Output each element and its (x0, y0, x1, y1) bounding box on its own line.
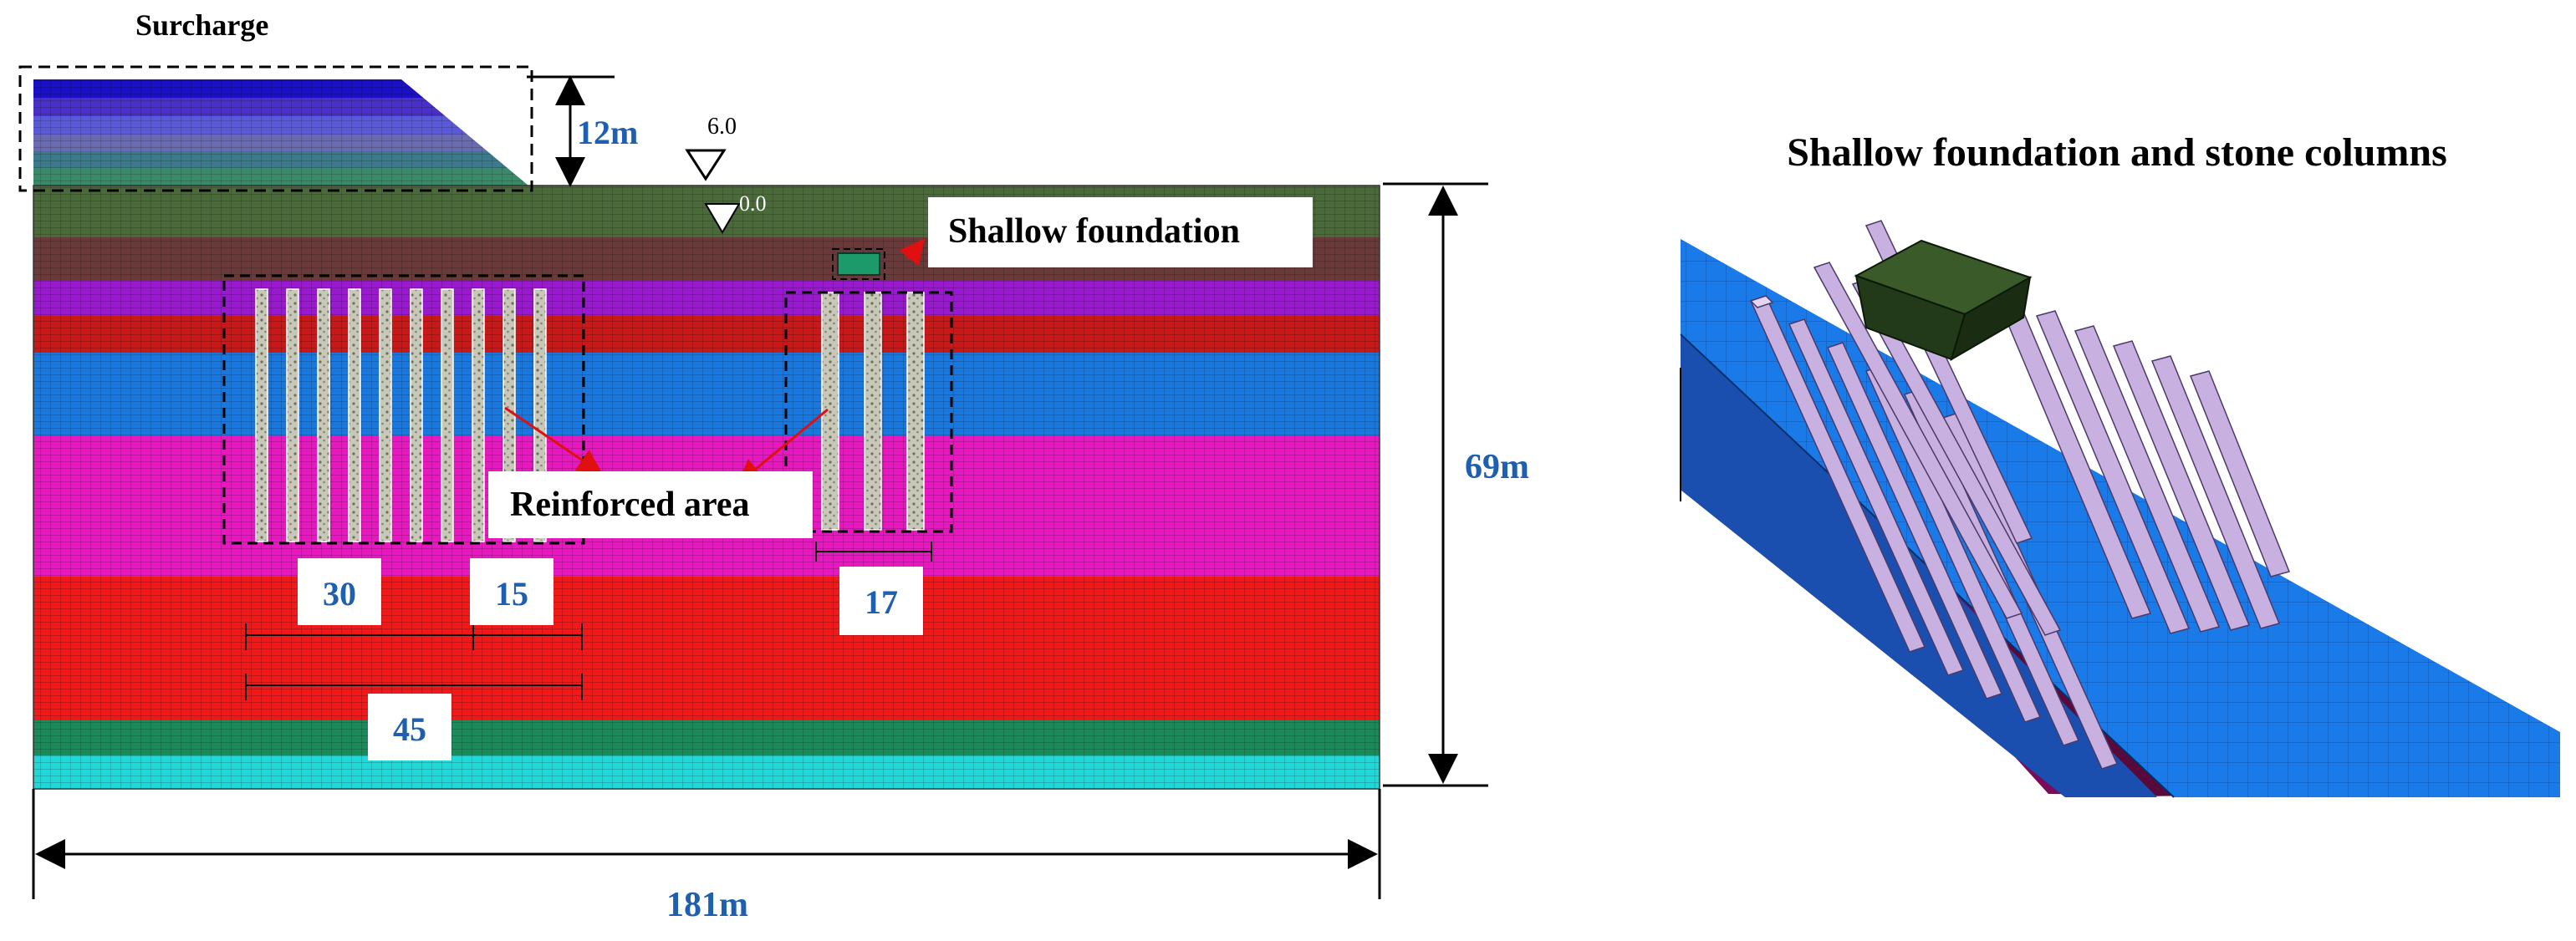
stone-column-3d (2074, 325, 2221, 633)
shallow-foundation-3d (1854, 239, 2033, 362)
callout-arrow (504, 406, 603, 475)
stone-column (821, 292, 839, 531)
water-level-upper: 6.0 (685, 114, 737, 181)
water-level-lower: 0.0 (704, 191, 767, 234)
dim-15-label: 15 (495, 575, 528, 613)
reinforced-area-label-box (488, 471, 813, 538)
stone-column-3d (1788, 318, 1965, 676)
dim-17-label: 17 (865, 583, 898, 621)
shallow-foundation-block (837, 252, 880, 276)
surcharge-box (18, 65, 533, 192)
surcharge-height-label: 12m (577, 114, 638, 151)
shallow-foundation-callout: Shallow foundation (899, 197, 1313, 267)
foundation-dashed-box (832, 248, 885, 280)
stone-column-3d (2150, 355, 2281, 629)
overall-width-label: 181m (666, 886, 748, 924)
foundation-3d-side (1950, 276, 2032, 362)
shallow-foundation-label-box (928, 197, 1313, 267)
dim-15-box (470, 558, 553, 625)
surcharge-height-dimension: 12m (527, 75, 638, 187)
reinforced-area-box-right (784, 291, 953, 533)
dim-45-label: 45 (393, 710, 426, 748)
stone-column (410, 288, 423, 542)
callout-arrow (899, 238, 925, 267)
overall-height-dimension: 69m (1383, 182, 1529, 787)
reinforced-area-box-left (222, 274, 585, 545)
stone-column (441, 288, 454, 542)
right-panel-title: Shallow foundation and stone columns (1787, 130, 2447, 175)
overall-width-dimension: 181m (32, 789, 1381, 924)
stone-column (906, 292, 925, 531)
stone-column (255, 288, 268, 542)
stone-column (472, 288, 485, 542)
stone-columns-3d (1749, 220, 2291, 770)
stone-column (317, 288, 330, 542)
stone-column-3d (1749, 295, 1774, 308)
shallow-foundation-label: Shallow foundation (948, 212, 1240, 251)
stone-column-3d (2189, 370, 2291, 577)
water-level-triangle-icon (704, 203, 741, 234)
reinforced-area-label: Reinforced area (510, 486, 750, 524)
spacing-dimensions: 30 15 45 17 (245, 542, 932, 760)
right-panel: Shallow foundation and stone columns (1680, 130, 2560, 798)
stone-column (348, 288, 361, 542)
surcharge-embankment (33, 79, 528, 186)
overall-height-label: 69m (1465, 448, 1529, 486)
callout-arrow (737, 408, 829, 485)
stone-column (864, 292, 882, 531)
dim-30-box (298, 558, 381, 625)
dim-17-box (839, 567, 923, 635)
soil-slab-3d (1680, 239, 2560, 798)
stone-column-3d (2035, 310, 2191, 634)
stone-column-3d (1813, 262, 2023, 619)
stone-column-3d (2112, 340, 2251, 631)
surcharge-label: Surcharge (135, 8, 268, 42)
stone-column (286, 288, 299, 542)
dim-30-label: 30 (323, 575, 356, 613)
reinforced-area-callout: Reinforced area (488, 406, 829, 538)
stone-column-group-right (784, 248, 953, 533)
stone-column-3d (1826, 342, 2003, 699)
left-panel: Surcharge 12m 6.0 0.0 (18, 8, 1529, 924)
dim-45-box (368, 694, 451, 760)
water-level-lower-label: 0.0 (739, 191, 767, 216)
water-level-upper-label: 6.0 (707, 114, 737, 140)
water-level-triangle-icon (685, 149, 727, 181)
stone-column (379, 288, 392, 542)
